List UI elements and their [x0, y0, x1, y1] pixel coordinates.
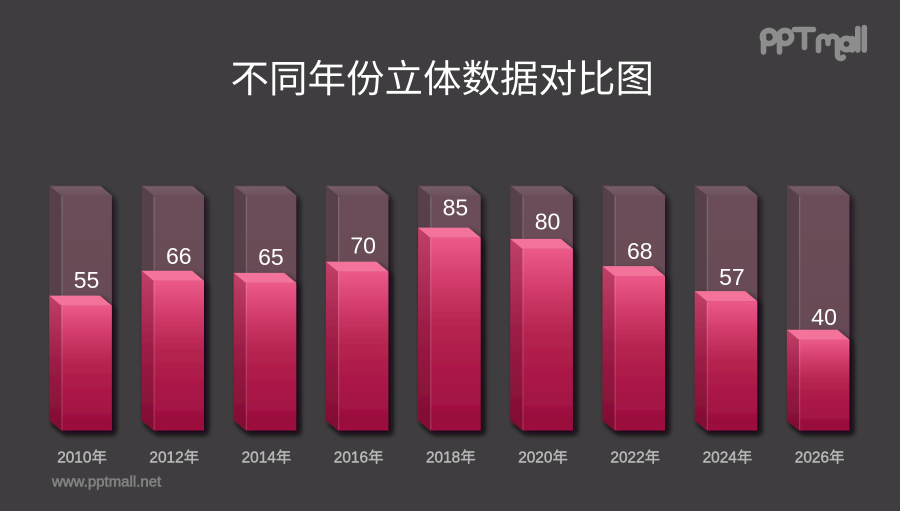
- svg-text:www.pptmall.net: www.pptmall.net: [51, 474, 162, 491]
- svg-text:2026: 2026: [795, 450, 829, 467]
- svg-text:57: 57: [719, 264, 745, 290]
- svg-text:2016: 2016: [334, 450, 368, 467]
- svg-text:2022: 2022: [610, 450, 644, 467]
- svg-text:85: 85: [443, 195, 469, 221]
- svg-text:2010: 2010: [57, 450, 91, 467]
- svg-text:2020: 2020: [518, 450, 552, 467]
- svg-text:2024: 2024: [703, 450, 738, 467]
- svg-text:66: 66: [166, 243, 192, 269]
- svg-text:2014: 2014: [242, 450, 277, 467]
- svg-text:55: 55: [74, 267, 100, 293]
- svg-text:80: 80: [535, 209, 561, 235]
- svg-text:65: 65: [258, 244, 284, 270]
- svg-text:70: 70: [350, 233, 376, 259]
- svg-text:2012: 2012: [149, 450, 183, 467]
- svg-text:68: 68: [627, 238, 653, 264]
- svg-text:2018: 2018: [426, 450, 460, 467]
- svg-text:40: 40: [811, 304, 837, 330]
